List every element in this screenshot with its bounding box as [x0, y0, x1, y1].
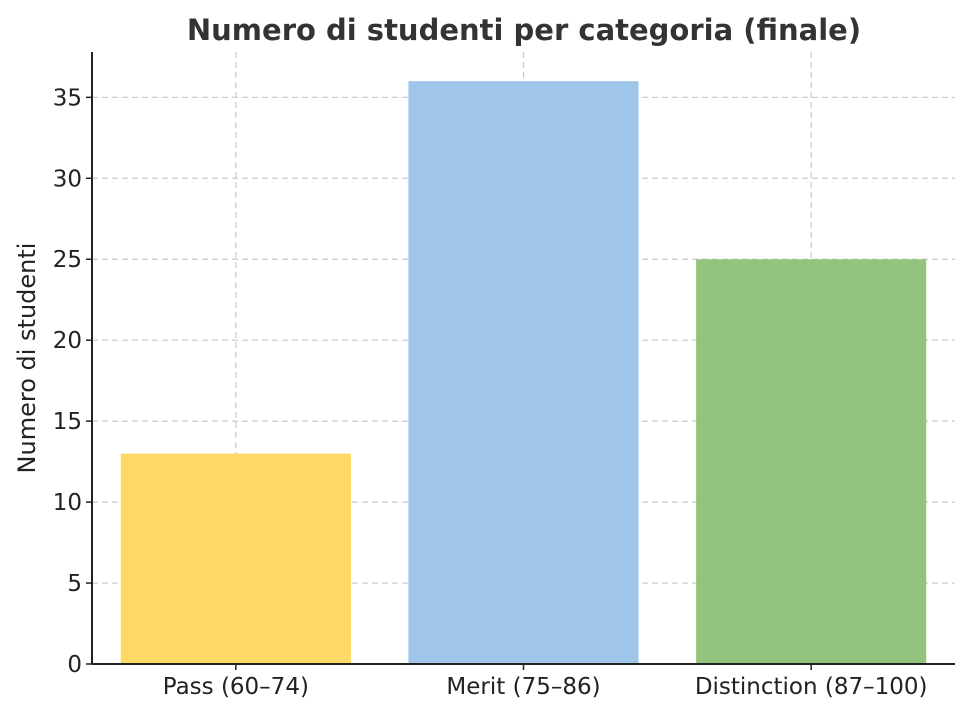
- bar-1: [408, 81, 639, 664]
- chart-title: Numero di studenti per categoria (finale…: [187, 13, 861, 47]
- y-tick-label: 35: [53, 85, 82, 111]
- y-tick-label: 25: [53, 247, 82, 273]
- y-tick-label: 0: [67, 652, 82, 678]
- bars: [120, 81, 927, 664]
- y-tick-label: 30: [53, 166, 82, 192]
- y-tick-label: 20: [53, 328, 82, 354]
- axes: [86, 52, 955, 670]
- tick-labels: 0 5 10 15 20 25 30 35 Pass (60–74) Merit (75–86) D…: [53, 85, 928, 700]
- y-axis-label: Numero di studenti: [13, 243, 41, 474]
- y-tick-label: 15: [53, 409, 82, 435]
- x-tick-label: Distinction (87–100): [695, 674, 928, 700]
- x-tick-label: Pass (60–74): [163, 674, 309, 700]
- y-tick-label: 5: [67, 571, 82, 597]
- y-tick-label: 10: [53, 490, 82, 516]
- x-tick-label: Merit (75–86): [446, 674, 600, 700]
- bar-2: [696, 259, 927, 664]
- bar-0: [120, 453, 351, 664]
